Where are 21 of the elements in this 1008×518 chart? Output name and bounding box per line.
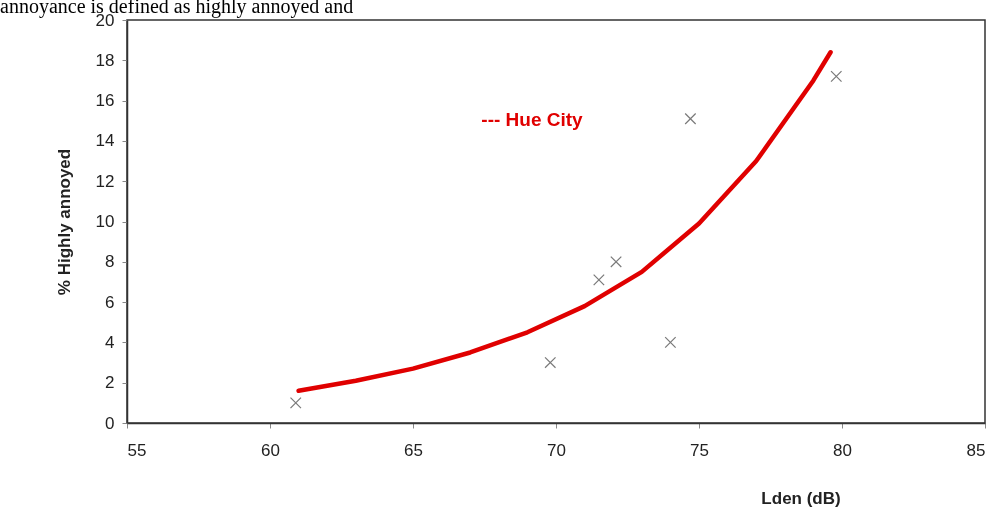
y-tick-label: 12 <box>95 171 115 191</box>
x-tick-label: 85 <box>966 440 986 460</box>
x-tick-label: 70 <box>547 440 566 460</box>
annotation: --- Hue City <box>481 109 584 130</box>
x-axis-title: Lden (dB) <box>761 488 841 508</box>
y-tick-label: 18 <box>95 50 115 70</box>
y-tick-label: 8 <box>105 252 115 272</box>
x-tick-label: 60 <box>261 440 280 460</box>
y-tick-label: 16 <box>95 91 115 111</box>
x-tick-label: 75 <box>690 440 709 460</box>
line-series <box>296 49 833 394</box>
x-tick-label: 55 <box>127 440 147 460</box>
x-tick-label: 65 <box>404 440 423 460</box>
y-tick-label: 6 <box>105 292 115 312</box>
y-tick-label: 10 <box>95 212 115 231</box>
y-tick-label: 4 <box>105 332 115 352</box>
x-tick-label: 80 <box>833 440 852 460</box>
y-axis-title: % Highly annoyed <box>54 148 74 296</box>
y-tick-label: 2 <box>105 373 115 393</box>
y-tick-label: 14 <box>95 131 115 151</box>
y-tick-label: 0 <box>105 413 115 433</box>
